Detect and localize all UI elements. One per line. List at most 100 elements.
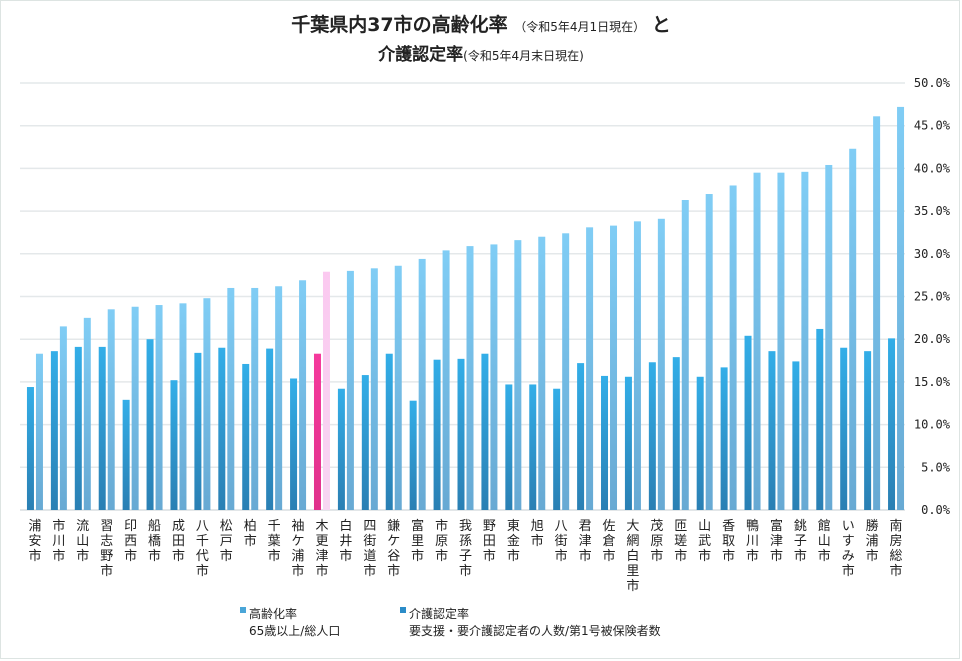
bar-elderly-rate: [203, 298, 211, 510]
x-category-label: 印西市: [124, 519, 137, 564]
y-tick-label: 45.0%: [914, 119, 951, 133]
x-category-label: 富津市: [770, 518, 783, 564]
bar-elderly-rate: [107, 309, 115, 510]
x-category-label: いすみ市: [842, 519, 855, 579]
legend-item-care-rate: 介護認定率 要支援・要介護認定者の人数/第1号被保険者数: [400, 606, 661, 640]
bar-care-rate: [457, 358, 465, 510]
bar-care-rate: [601, 375, 609, 510]
bar-care-rate: [529, 384, 537, 510]
x-category-label: 勝浦市: [866, 519, 879, 564]
bar-care-rate: [26, 387, 34, 510]
x-category-label: 野田市: [483, 519, 496, 564]
y-tick-label: 5.0%: [921, 460, 951, 474]
x-category-label: 茂原市: [650, 519, 663, 564]
bar-care-rate: [888, 338, 896, 510]
y-tick-label: 25.0%: [914, 290, 951, 304]
x-category-label: 習志野市: [100, 519, 113, 579]
bar-elderly-rate: [633, 221, 641, 510]
legend-note-care: 要支援・要介護認定者の人数/第1号被保険者数: [409, 624, 661, 638]
bar-care-rate: [290, 378, 298, 510]
x-category-label: 佐倉市: [603, 519, 616, 564]
legend-note-elderly: 65歳以上/総人口: [249, 624, 341, 638]
bar-care-rate: [361, 375, 369, 510]
bar-care-rate: [744, 335, 752, 510]
bar-care-rate: [768, 351, 776, 510]
x-category-label: 流山市: [76, 519, 89, 564]
y-tick-label: 10.0%: [914, 418, 951, 432]
bar-care-rate: [170, 380, 178, 510]
x-category-label: 南房総市: [890, 518, 903, 579]
x-category-label: 君津市: [579, 519, 592, 564]
bar-care-rate: [98, 346, 106, 510]
x-category-label: 船橋市: [148, 519, 161, 564]
bar-elderly-rate: [514, 240, 522, 511]
bar-care-rate: [409, 400, 417, 510]
y-tick-label: 40.0%: [914, 161, 951, 175]
legend-swatch-elderly: [240, 607, 246, 613]
bar-care-rate: [242, 363, 250, 510]
bars: [26, 106, 905, 511]
bar-elderly-rate: [562, 233, 570, 510]
bar-care-rate: [337, 388, 345, 510]
bar-elderly-rate: [705, 194, 713, 510]
x-axis-categories: 浦安市市川市流山市習志野市印西市船橋市成田市八千代市松戸市柏市千葉市袖ケ浦市木更…: [28, 518, 902, 594]
x-category-label: 鴨川市: [746, 519, 759, 564]
y-tick-label: 35.0%: [914, 204, 951, 218]
bar-elderly-rate: [227, 287, 235, 510]
x-category-label: 八千代市: [196, 519, 209, 579]
y-tick-label: 50.0%: [914, 76, 951, 90]
x-category-label: 富里市: [411, 518, 424, 564]
bar-elderly-rate: [155, 305, 163, 510]
bar-elderly-rate: [849, 148, 857, 510]
x-category-label: 鎌ケ谷市: [387, 519, 400, 579]
bar-elderly-rate: [179, 303, 187, 510]
x-category-label: 浦安市: [28, 519, 41, 564]
title-line2-main: 介護認定率: [378, 45, 464, 65]
bar-elderly-rate: [777, 172, 785, 511]
y-tick-label: 20.0%: [914, 332, 951, 346]
bar-care-rate: [624, 376, 632, 510]
x-category-label: 市原市: [435, 518, 448, 564]
title-line2-note: (令和5年4月末日現在): [463, 49, 584, 63]
x-category-label: 市川市: [52, 518, 65, 564]
bar-elderly-rate: [83, 317, 91, 510]
chart-title-line2: 介護認定率(令和5年4月末日現在): [0, 40, 962, 65]
x-category-label: 木更津市: [315, 519, 328, 579]
x-category-label: 館山市: [818, 519, 831, 564]
title-note: （令和5年4月1日現在）: [514, 20, 646, 34]
legend-swatch-care: [400, 607, 406, 613]
bar-elderly-rate: [370, 268, 378, 510]
x-category-label: 銚子市: [794, 519, 807, 564]
bar-elderly-rate: [59, 326, 67, 510]
bar-care-rate: [433, 359, 441, 510]
x-category-label: 山武市: [698, 519, 711, 564]
x-category-label: 東金市: [507, 518, 520, 564]
bar-elderly-rate: [801, 171, 809, 511]
legend-label-elderly: 高齢化率: [249, 607, 298, 621]
bar-elderly-rate: [394, 265, 402, 510]
legend-item-elderly-rate: 高齢化率 65歳以上/総人口: [240, 606, 340, 640]
x-category-label: 成田市: [172, 519, 185, 564]
bar-elderly-rate: [442, 250, 450, 510]
x-category-label: 柏市: [244, 519, 257, 549]
bar-care-rate: [792, 361, 800, 510]
bar-care-rate: [122, 399, 130, 510]
chart-title: 千葉県内37市の高齢化率 （令和5年4月1日現在） と: [0, 10, 962, 37]
bar-care-rate: [218, 347, 226, 510]
bar-care-rate: [720, 367, 728, 510]
bar-elderly-rate: [251, 287, 259, 510]
x-category-label: 八街市: [555, 519, 568, 564]
x-category-label: 松戸市: [220, 519, 233, 564]
bar-care-rate: [481, 353, 489, 510]
x-category-label: 袖ケ浦市: [292, 519, 305, 579]
bar-elderly-rate: [346, 270, 354, 510]
bar-elderly-rate: [753, 172, 761, 511]
y-axis-ticks: 0.0% 5.0% 10.0% 15.0% 20.0% 25.0% 30.0% 35.0% 40…: [914, 76, 951, 517]
legend-label-care: 介護認定率: [409, 607, 470, 621]
bar-care-rate: [74, 346, 82, 510]
x-category-label: 千葉市: [268, 519, 281, 564]
bar-elderly-rate: [299, 280, 307, 510]
title-main: 千葉県内37市の高齢化率: [291, 14, 508, 36]
